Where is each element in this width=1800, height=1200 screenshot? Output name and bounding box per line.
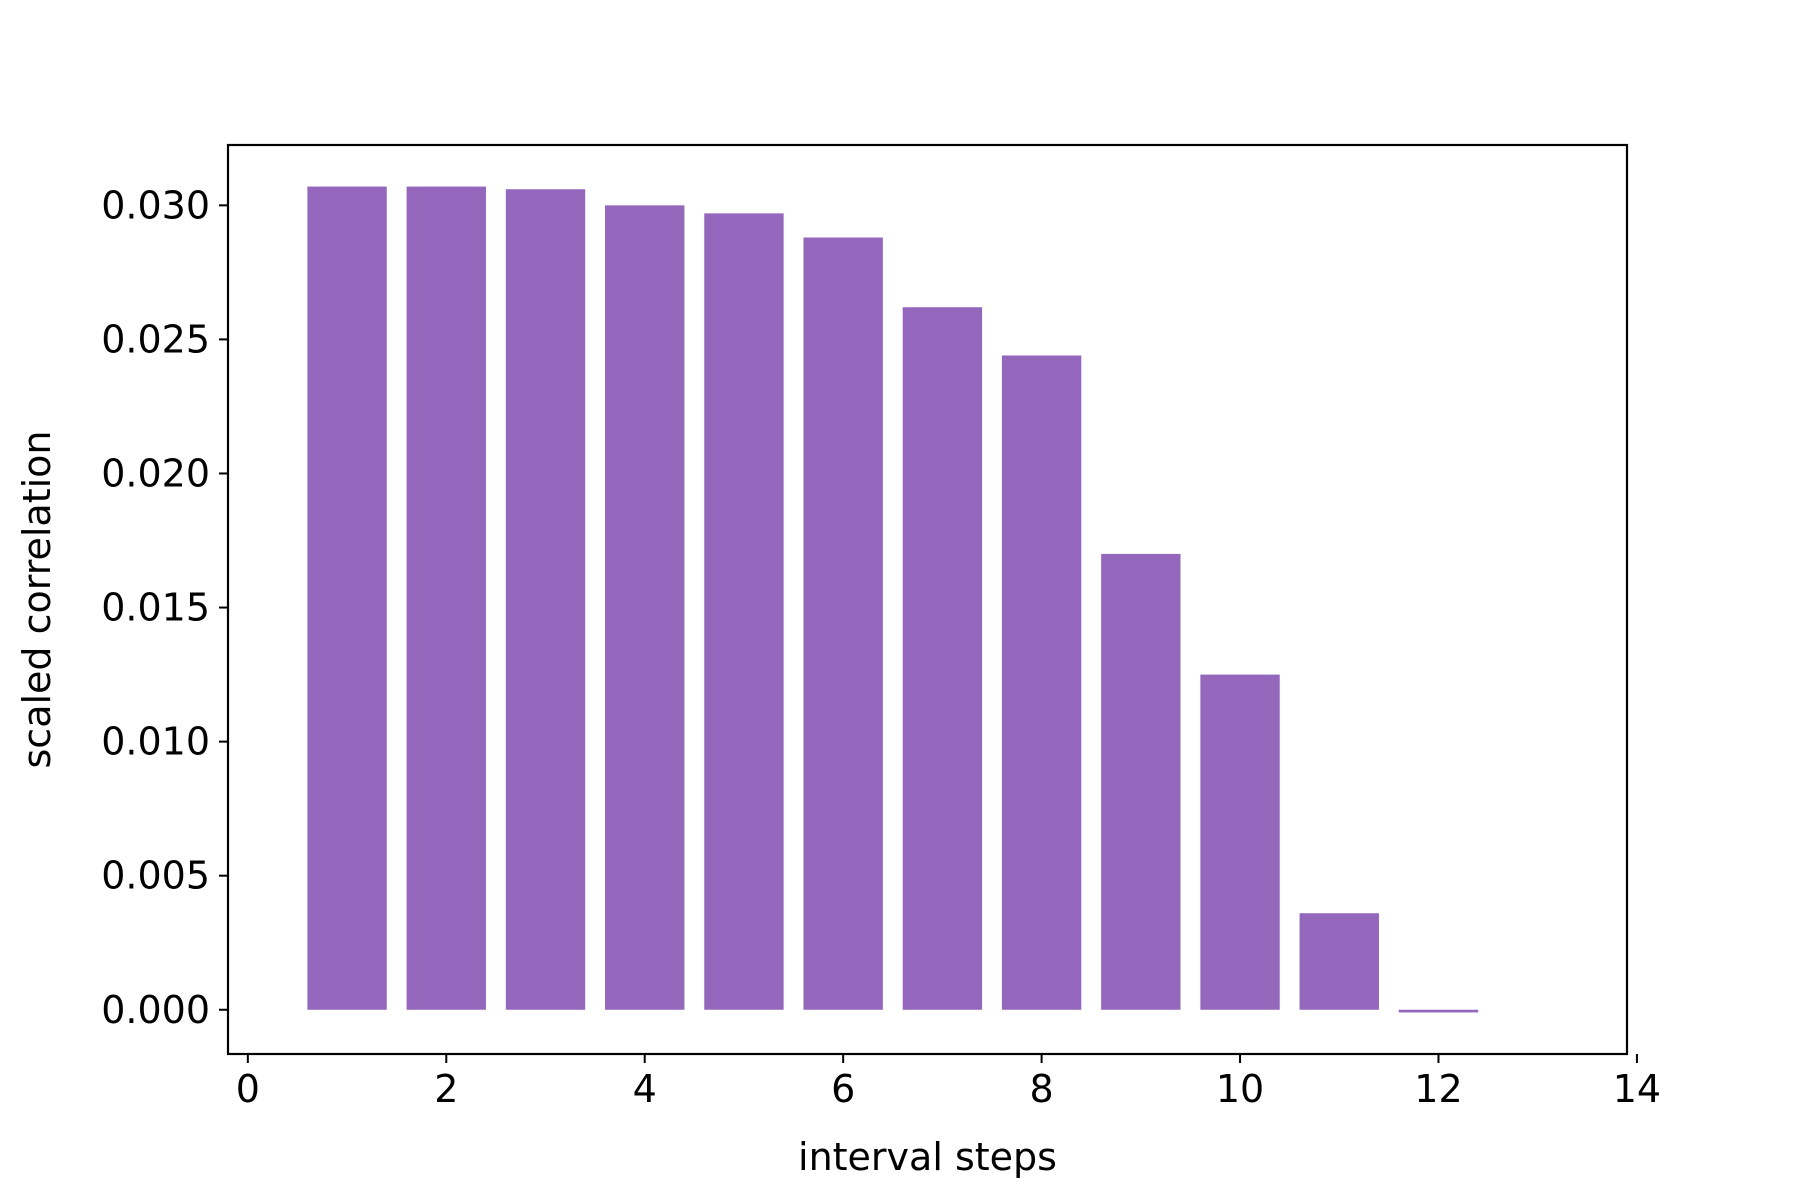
bar	[406, 186, 486, 1010]
x-tick-label: 12	[1414, 1067, 1462, 1111]
y-axis-label: scaled correlation	[15, 430, 59, 768]
y-tick-label: 0.020	[101, 451, 210, 495]
x-tick-label: 10	[1216, 1067, 1264, 1111]
x-tick-label: 6	[831, 1067, 855, 1111]
bar	[505, 189, 586, 1010]
bar	[704, 213, 784, 1010]
y-tick-label: 0.030	[101, 183, 210, 227]
y-tick-label: 0.005	[101, 854, 210, 898]
bar	[1299, 913, 1379, 1010]
bar	[1398, 1009, 1479, 1013]
x-tick-label: 2	[434, 1067, 458, 1111]
bar	[605, 205, 685, 1010]
y-tick-label: 0.025	[101, 317, 210, 361]
x-ticks-group: 0 2 4 6 8 10 12 14	[236, 1054, 1661, 1111]
bar	[1101, 553, 1181, 1010]
bars-group	[307, 186, 1479, 1013]
bar	[1001, 355, 1082, 1010]
y-ticks-group: 0.000 0.005 0.010 0.015 0.020 0.025 0.030	[101, 183, 228, 1032]
y-tick-label: 0.015	[101, 586, 210, 630]
x-tick-label: 8	[1030, 1067, 1054, 1111]
plot-frame	[226, 143, 1629, 1056]
bar	[902, 307, 983, 1010]
bar	[1200, 674, 1280, 1010]
bar	[307, 186, 387, 1010]
y-tick-label: 0.010	[101, 720, 210, 764]
x-tick-label: 0	[236, 1067, 260, 1111]
x-tick-label: 14	[1613, 1067, 1661, 1111]
x-axis-label: interval steps	[798, 1135, 1057, 1179]
y-tick-label: 0.000	[101, 988, 210, 1032]
bar	[803, 237, 883, 1010]
x-tick-label: 4	[633, 1067, 657, 1111]
